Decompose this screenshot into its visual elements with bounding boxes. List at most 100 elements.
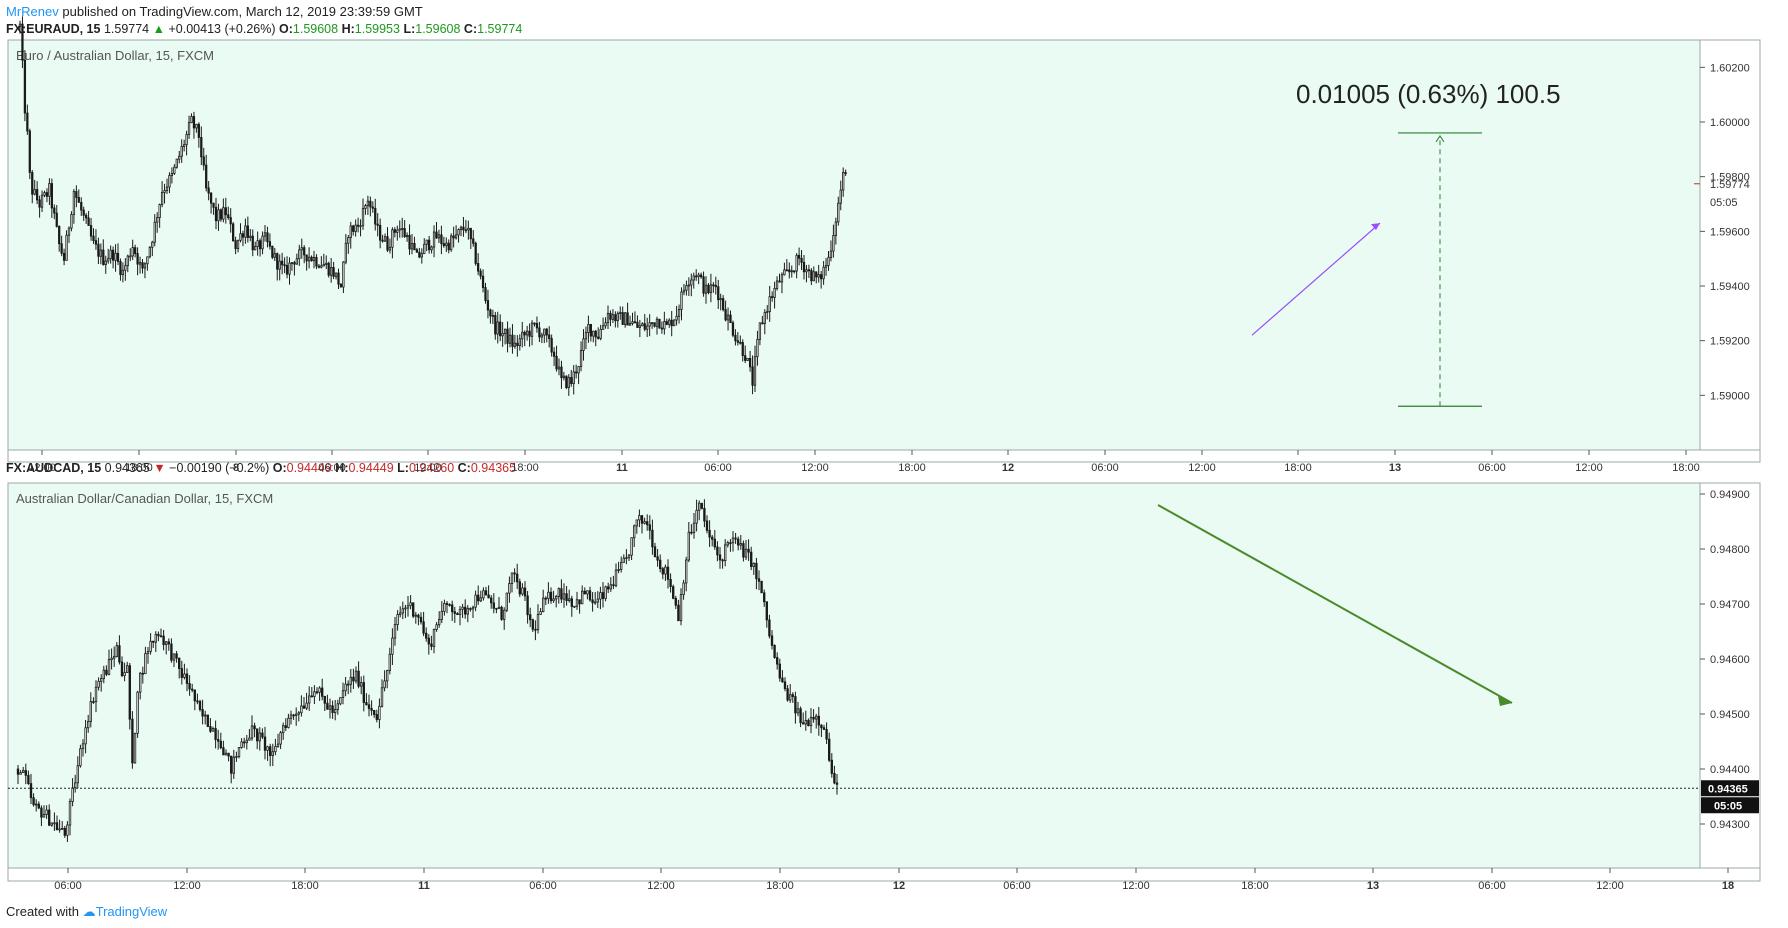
candle (726, 307, 730, 331)
candle-body (479, 597, 482, 602)
candle (104, 255, 107, 274)
candle-body (486, 300, 490, 311)
author-link[interactable]: MrRenev (6, 4, 59, 19)
candle-body (97, 243, 100, 257)
candle (136, 690, 139, 738)
candle (530, 320, 534, 346)
candle-body (219, 209, 223, 220)
candle-body (40, 807, 43, 818)
candle-body (653, 546, 657, 558)
candle (544, 596, 547, 606)
candle (53, 812, 56, 831)
candle-body (648, 524, 651, 531)
candle-body (583, 590, 586, 595)
candle-body (330, 267, 333, 276)
x-tick-label: 06:00 (1478, 880, 1506, 892)
candle (131, 239, 134, 261)
candle-body (579, 350, 583, 367)
candle (266, 745, 269, 761)
candle-body (747, 548, 750, 553)
candle (763, 309, 766, 335)
candle-body (365, 702, 368, 706)
candle (638, 509, 641, 528)
candle-body (700, 502, 703, 509)
candle-body (562, 593, 566, 600)
candle (310, 255, 313, 262)
candle-body (445, 242, 448, 247)
symbol-label[interactable]: FX:EURAUD, 15 (6, 22, 101, 36)
candle-body (651, 529, 654, 548)
tradingview-logo-icon[interactable]: ☁ (82, 904, 96, 919)
candle (508, 327, 512, 348)
candle-body (183, 144, 186, 147)
candle (453, 606, 456, 623)
candle-body (256, 240, 259, 247)
candle-body (643, 521, 646, 524)
candle (581, 585, 584, 605)
candle (241, 230, 245, 247)
y-tick-label: 0.94600 (1710, 654, 1750, 666)
candle (222, 740, 225, 756)
measure-label: 0.01005 (0.63%) 100.5 (1296, 79, 1561, 109)
candle (622, 554, 625, 563)
candle (440, 225, 443, 255)
y-tick-label: 0.94400 (1710, 764, 1750, 776)
candle (450, 233, 453, 252)
candle-body (692, 275, 695, 281)
y-tick-label: 1.59800 (1710, 172, 1750, 184)
candle (211, 726, 215, 732)
candle-body (731, 537, 735, 544)
candle (528, 323, 531, 347)
candle (469, 227, 472, 250)
candle-body (474, 594, 477, 608)
candle-body (724, 309, 727, 321)
candle-body (832, 235, 835, 252)
candle (628, 315, 632, 326)
tradingview-brand[interactable]: TradingView (95, 904, 168, 919)
candle-body (513, 572, 516, 575)
candle (783, 677, 787, 692)
candle-body (734, 334, 737, 342)
candle-body (77, 197, 80, 203)
symbol-label[interactable]: FX:AUDCAD, 15 (6, 461, 102, 475)
candle-body (391, 229, 394, 248)
candle-body (726, 314, 730, 321)
candle (714, 276, 717, 295)
candle-body (410, 243, 414, 250)
candle-body (668, 319, 671, 325)
candle-body (550, 338, 553, 353)
candle-body (529, 614, 532, 621)
candle (533, 322, 536, 327)
candle (457, 228, 460, 243)
candle-body (325, 262, 328, 265)
candle-body (232, 223, 235, 242)
candle-body (597, 336, 600, 339)
candle-body (544, 597, 547, 600)
candle (690, 524, 693, 535)
candle-body (50, 822, 53, 826)
candle-body (323, 695, 326, 704)
candle-body (258, 732, 261, 742)
candle-body (572, 371, 575, 384)
candle (45, 805, 48, 819)
candle (763, 589, 766, 607)
candle (555, 345, 558, 372)
candle-body (825, 729, 828, 740)
candle (458, 606, 462, 626)
candle-body (183, 673, 186, 678)
candle (143, 262, 147, 279)
candle (383, 233, 387, 242)
candle (583, 587, 586, 595)
candle-body (490, 597, 493, 604)
candle-body (807, 269, 811, 272)
candle-body (332, 267, 335, 277)
candle (357, 661, 360, 689)
candle-body (31, 172, 34, 195)
candle (844, 169, 847, 177)
candle (542, 589, 545, 613)
candle (570, 369, 573, 387)
candle (611, 309, 615, 323)
candle-body (170, 643, 173, 661)
candle (359, 219, 362, 237)
